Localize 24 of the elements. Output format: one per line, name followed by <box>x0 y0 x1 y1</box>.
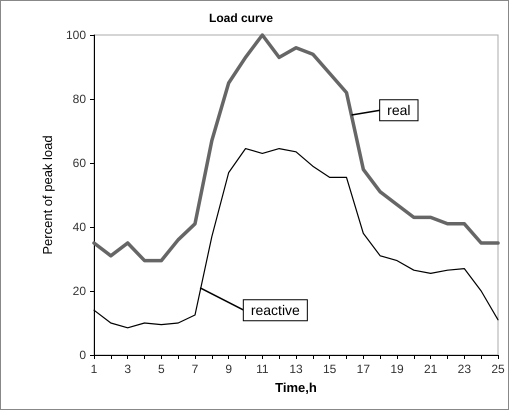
x-tick-label: 15 <box>322 362 337 376</box>
chart-title: Load curve <box>208 11 274 25</box>
annotation: reactive <box>250 302 300 318</box>
x-axis-title: Time,h <box>275 380 317 395</box>
x-tick-label: 3 <box>124 362 132 376</box>
x-tick-label: 9 <box>225 362 232 376</box>
y-tick-label: 20 <box>72 284 86 298</box>
x-tick-label: 25 <box>491 362 505 376</box>
y-tick-label: 0 <box>79 348 86 362</box>
x-tick-label: 1 <box>90 362 98 376</box>
y-tick-label: 40 <box>72 220 86 234</box>
x-tick-label: 5 <box>158 362 165 376</box>
annotation: real <box>387 102 411 118</box>
y-axis-title: Percent of peak load <box>40 135 55 255</box>
y-tick-label: 80 <box>72 92 86 106</box>
x-tick-label: 19 <box>390 362 404 376</box>
x-tick-label: 11 <box>256 362 269 376</box>
y-tick-label: 100 <box>66 28 86 42</box>
x-tick-label: 21 <box>424 362 438 376</box>
x-tick-label: 17 <box>356 362 370 376</box>
x-tick-label: 7 <box>192 362 199 376</box>
x-tick-label: 23 <box>458 362 472 376</box>
y-tick-label: 60 <box>72 156 86 170</box>
x-tick-label: 13 <box>289 362 303 376</box>
